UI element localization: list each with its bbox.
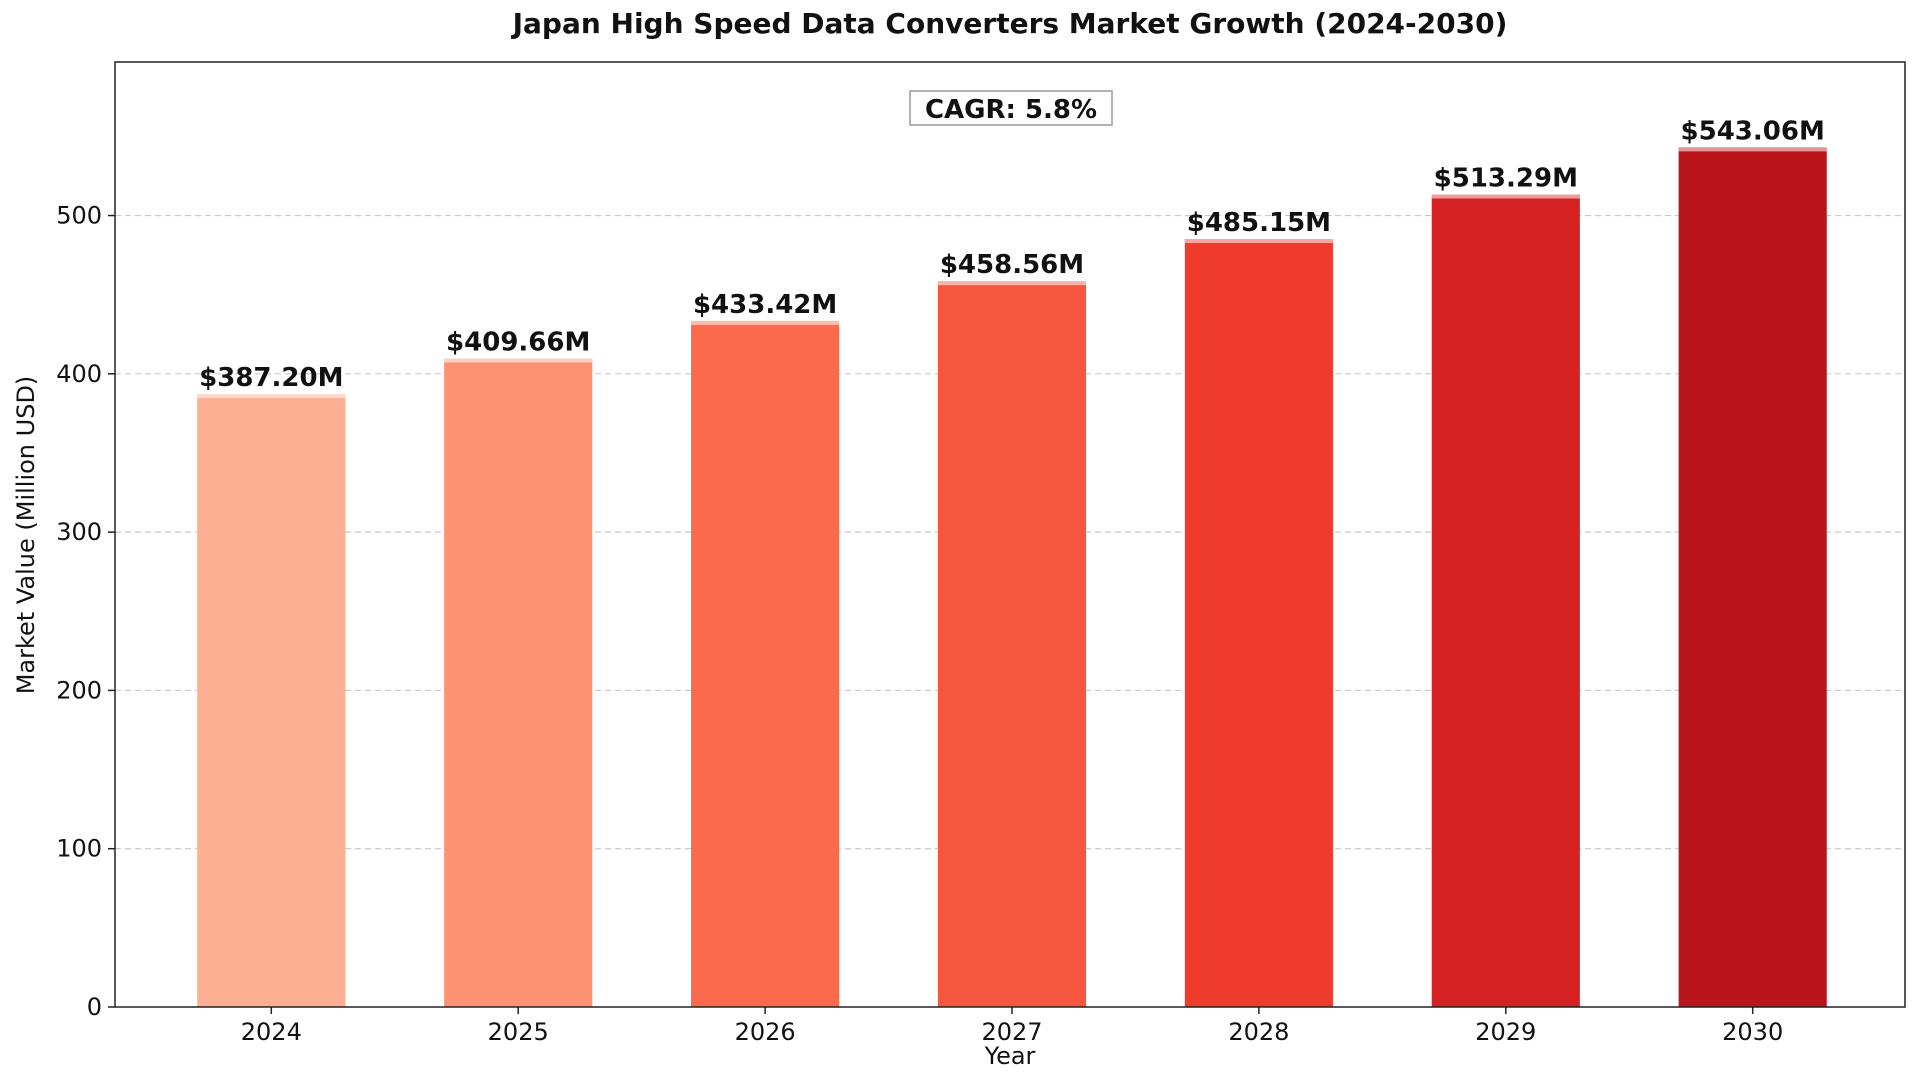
bar-highlight xyxy=(444,358,593,363)
x-axis-label: Year xyxy=(984,1042,1036,1070)
data-label-2028: $485.15M xyxy=(1187,208,1331,238)
bars xyxy=(197,147,1827,1008)
chart-title: Japan High Speed Data Converters Market … xyxy=(511,7,1508,40)
y-axis-label: Market Value (Million USD) xyxy=(12,376,40,695)
plot-frame xyxy=(114,61,1906,1008)
bar-2024 xyxy=(197,394,346,1008)
data-label-2025: $409.66M xyxy=(446,328,590,358)
x-tick-label: 2027 xyxy=(981,1018,1042,1046)
data-label-2026: $433.42M xyxy=(693,290,837,320)
bar-highlight xyxy=(1678,147,1827,152)
bar-highlight xyxy=(691,320,840,325)
y-tick-label: 200 xyxy=(56,676,102,704)
x-tick-label: 2024 xyxy=(241,1018,302,1046)
data-label-2027: $458.56M xyxy=(940,250,1084,280)
y-tick-label: 300 xyxy=(56,518,102,546)
bar-2029 xyxy=(1431,194,1580,1007)
data-label-2030: $543.06M xyxy=(1681,116,1825,146)
x-axis-ticks: 2024 2025 2026 2027 2028 2029 2030 xyxy=(241,1007,1783,1046)
x-tick-label: 2029 xyxy=(1475,1018,1536,1046)
bar-highlight xyxy=(197,394,346,399)
x-tick-label: 2030 xyxy=(1722,1018,1783,1046)
cagr-annotation: CAGR: 5.8% xyxy=(909,90,1113,126)
x-tick-label: 2025 xyxy=(488,1018,549,1046)
cagr-text: CAGR: 5.8% xyxy=(925,95,1097,125)
x-tick-label: 2026 xyxy=(735,1018,796,1046)
bar-highlight xyxy=(937,281,1087,286)
data-label-2024: $387.20M xyxy=(199,363,343,393)
bar-highlight xyxy=(1184,239,1333,244)
cagr-box xyxy=(909,90,1113,126)
y-tick-label: 400 xyxy=(56,360,102,388)
y-axis-ticks: 0 100 200 300 400 500 xyxy=(56,202,115,1021)
bar-2030 xyxy=(1678,147,1827,1007)
bar-2027 xyxy=(937,281,1087,1008)
y-tick-label: 100 xyxy=(56,835,102,863)
data-label-2029: $513.29M xyxy=(1434,164,1578,194)
data-labels: $387.20M $409.66M $433.42M $458.56M $485.15M… xyxy=(199,116,1825,393)
x-tick-label: 2028 xyxy=(1228,1018,1289,1046)
bar-highlight xyxy=(1431,194,1580,199)
bar-2028 xyxy=(1184,239,1333,1007)
bar-2025 xyxy=(444,358,593,1007)
y-tick-label: 500 xyxy=(56,202,102,230)
bar-2026 xyxy=(691,320,840,1007)
y-tick-label: 0 xyxy=(87,993,102,1021)
